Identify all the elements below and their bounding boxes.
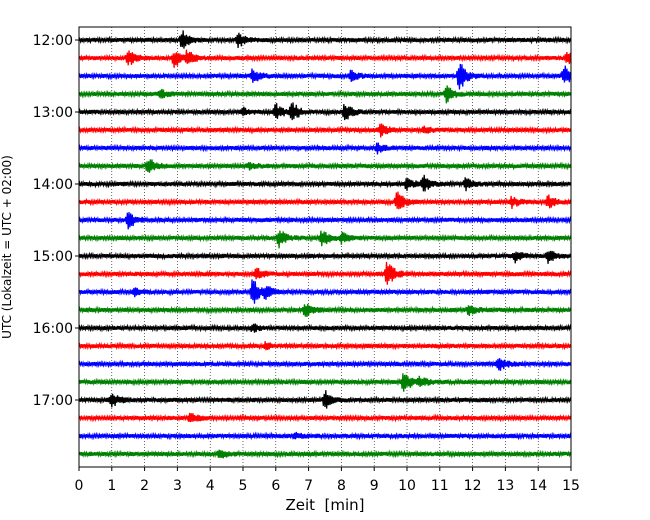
x-tick-label: 12: [464, 478, 482, 494]
x-tick-label: 5: [239, 478, 248, 494]
trace-line-1530: [78, 279, 572, 304]
trace-line-1400: [78, 174, 572, 192]
x-tick-label: 8: [337, 478, 346, 494]
trace-line-1745: [78, 449, 572, 459]
trace-line-1430: [78, 212, 572, 230]
trace-line-1715: [78, 412, 572, 423]
y-tick-label: 12:00: [33, 33, 73, 49]
trace-line-1630: [78, 358, 572, 371]
y-tick-label: 16:00: [33, 321, 73, 337]
grid-lines: [111, 27, 539, 467]
y-tick-label: 17:00: [33, 393, 73, 409]
trace-line-1730: [78, 431, 572, 441]
x-tick-label: 3: [173, 478, 182, 494]
trace-line-1200: [78, 30, 572, 49]
trace-line-1500: [78, 250, 572, 264]
trace-line-1445: [78, 230, 572, 249]
y-tick-label: 14:00: [33, 177, 73, 193]
trace-line-1330: [78, 142, 572, 155]
trace-line-1515: [78, 261, 572, 285]
y-tick-label: 13:00: [33, 105, 73, 121]
trace-line-1645: [78, 373, 572, 392]
x-tick-label: 9: [370, 478, 379, 494]
trace-line-1315: [78, 123, 572, 138]
y-axis-label: UTC (Lokalzeit = UTC + 02:00): [0, 155, 14, 339]
trace-line-1545: [78, 303, 572, 318]
trace-line-1615: [78, 341, 572, 351]
x-axis-label: Zeit [min]: [285, 496, 364, 514]
y-tick-label: 15:00: [33, 249, 73, 265]
x-tick-label: 14: [529, 478, 547, 494]
x-axis-ticks: 0 1 2 3 4 5 6 7 8 9 10 11 12 13 14 15: [75, 467, 580, 494]
plot-frame: [78, 26, 572, 468]
seismogram-traces: [78, 30, 572, 459]
x-tick-label: 4: [206, 478, 215, 494]
x-tick-label: 6: [271, 478, 280, 494]
trace-line-1415: [78, 191, 572, 210]
x-tick-label: 15: [562, 478, 580, 494]
trace-line-1215: [78, 49, 572, 68]
x-tick-label: 10: [398, 478, 416, 494]
x-tick-label: 13: [496, 478, 514, 494]
trace-line-1230: [78, 63, 572, 90]
x-tick-label: 7: [304, 478, 313, 494]
x-tick-label: 0: [75, 478, 84, 494]
trace-line-1245: [78, 85, 572, 104]
x-tick-label: 2: [140, 478, 149, 494]
x-tick-label: 11: [431, 478, 449, 494]
y-axis-ticks: 12:00 13:00 14:00 15:00 16:00 17:00: [33, 33, 79, 409]
trace-line-1600: [78, 323, 572, 333]
trace-line-1300: [78, 102, 572, 121]
trace-line-1700: [78, 390, 572, 409]
x-tick-label: 1: [107, 478, 116, 494]
trace-line-1345: [78, 159, 572, 173]
